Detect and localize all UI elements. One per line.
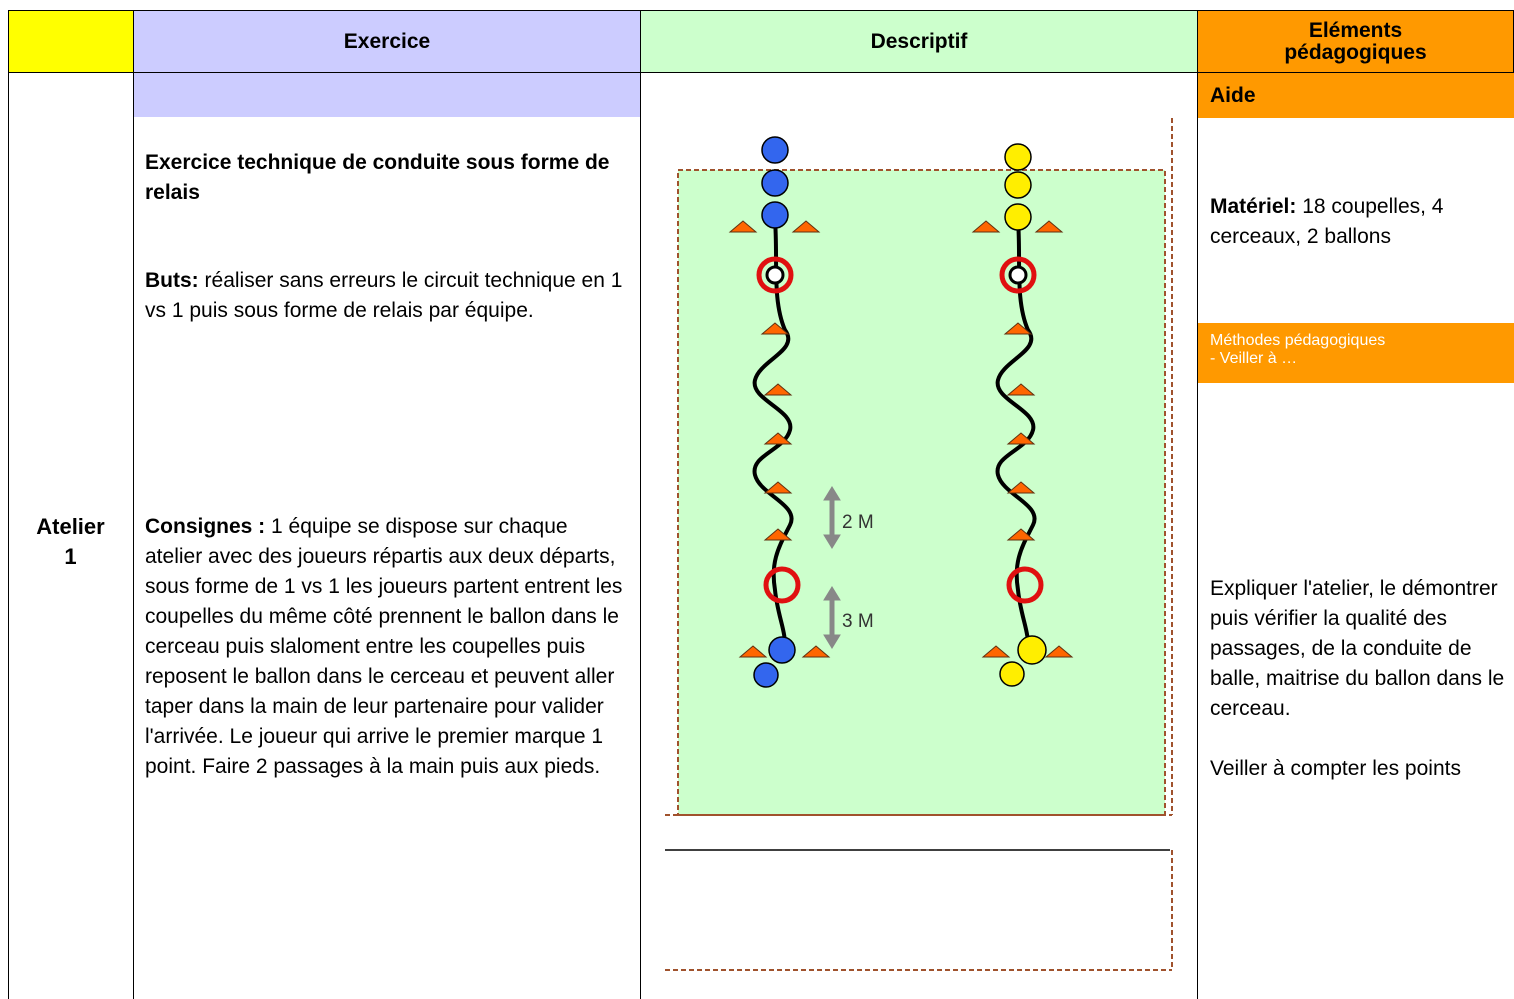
methodes-band: Méthodes pédagogiques - Veiller à … xyxy=(1198,323,1514,383)
path xyxy=(752,219,794,652)
explication: Expliquer l'atelier, le démontrer puis v… xyxy=(1210,577,1505,720)
border xyxy=(1197,72,1198,999)
methodes-text: - Veiller à … xyxy=(1210,350,1298,367)
cones xyxy=(728,220,831,658)
header-cell: Eléments pédagogiques xyxy=(1197,10,1514,73)
hoop xyxy=(763,566,801,604)
border xyxy=(640,72,641,999)
header-cell xyxy=(8,10,134,73)
lane xyxy=(728,219,831,658)
players xyxy=(999,143,1047,687)
ball xyxy=(765,265,785,285)
label: Buts: xyxy=(145,269,199,292)
row-label: Atelier 1 xyxy=(36,514,105,569)
diagram: 2 M 3 M xyxy=(665,118,1173,971)
paragraph: Buts: réaliser sans erreurs le circuit t… xyxy=(145,266,625,326)
label: Matériel: xyxy=(1210,195,1297,218)
distance-label: 3 M xyxy=(842,611,874,632)
diagram-content: 2 M 3 M xyxy=(665,118,1173,971)
header-cell: Descriptif xyxy=(640,10,1198,73)
note: Veiller à compter les points xyxy=(1210,757,1461,780)
label: Consignes : xyxy=(145,515,266,538)
band xyxy=(134,73,640,117)
paragraph: Consignes : 1 équipe se dispose sur chaq… xyxy=(145,512,629,782)
header-cell: Exercice xyxy=(133,10,641,73)
distance-arrows xyxy=(823,486,841,649)
field xyxy=(677,169,1166,816)
methodes-title: Méthodes pédagogiques xyxy=(1210,332,1386,349)
text: 18 coupelles, 4 cerceaux, 2 ballons xyxy=(1210,195,1444,248)
border xyxy=(8,72,9,999)
players xyxy=(753,136,796,688)
hoop xyxy=(756,256,794,294)
text: 1 équipe se dispose sur chaque atelier a… xyxy=(145,515,623,778)
distance-label: 2 M xyxy=(842,512,874,533)
paragraph: Matériel: 18 coupelles, 4 cerceaux, 2 ba… xyxy=(1210,192,1514,252)
exercise-title: Exercice technique de conduite sous form… xyxy=(145,151,610,204)
border xyxy=(133,72,134,999)
aide-band: Aide xyxy=(1198,73,1514,118)
text: réaliser sans erreurs le circuit techniq… xyxy=(145,269,623,322)
